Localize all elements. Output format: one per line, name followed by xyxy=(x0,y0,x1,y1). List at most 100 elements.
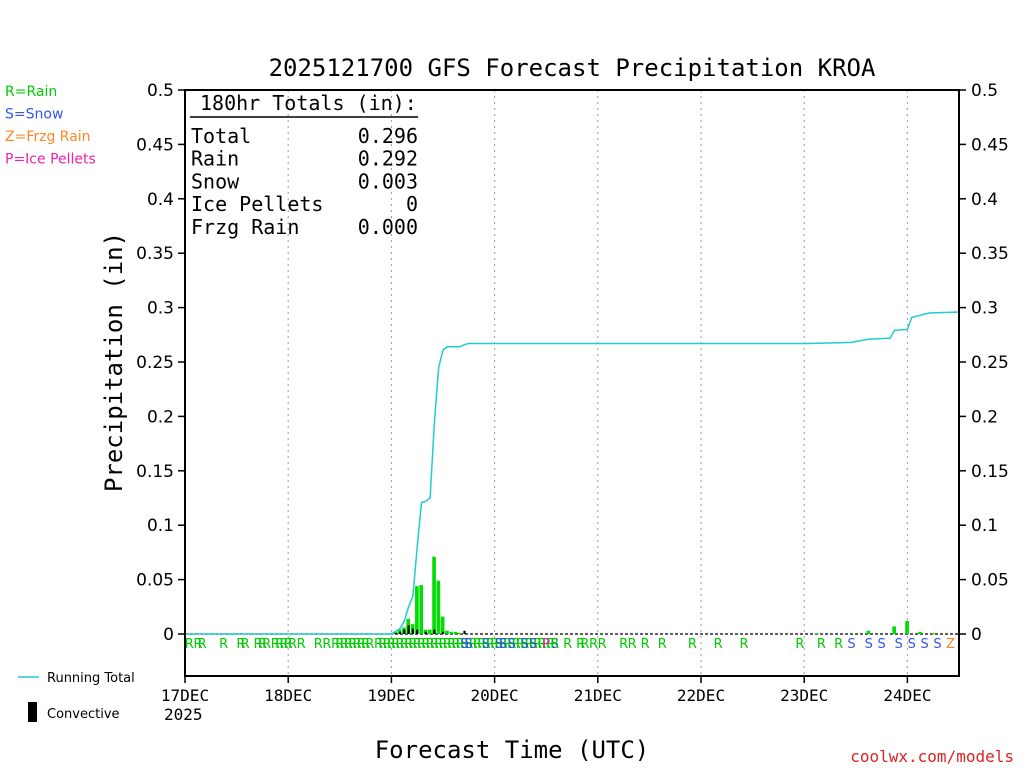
precip-type-letter: R xyxy=(598,637,607,652)
totals-row-value: 0 xyxy=(406,192,418,216)
y-tick-label-left: 0.4 xyxy=(147,190,174,210)
precip-type-letter: R xyxy=(279,637,288,652)
convective-legend-swatch xyxy=(28,702,37,722)
convective-legend-label: Convective xyxy=(47,707,120,722)
x-tick-label: 23DEC xyxy=(780,686,828,705)
precip-bar xyxy=(427,629,432,634)
precip-type-letter: S xyxy=(551,637,559,652)
precip-type-letter: R xyxy=(438,637,447,652)
precip-type-letter: R xyxy=(834,637,843,652)
precip-type-letter: R xyxy=(331,637,340,652)
precip-bar xyxy=(436,580,441,634)
y-tick-label-right: 0.1 xyxy=(971,516,998,536)
precip-type-letter: R xyxy=(198,637,207,652)
precip-type-letter: R xyxy=(413,637,422,652)
running-total-line xyxy=(185,311,960,635)
precip-type-letter: R xyxy=(739,637,748,652)
precip-type-letter: R xyxy=(387,637,396,652)
convective-bar xyxy=(403,629,406,634)
precip-bar xyxy=(918,631,922,634)
totals-row-label: Rain xyxy=(191,147,239,171)
precip-type-letter: R xyxy=(529,637,538,652)
precip-bars xyxy=(389,556,935,635)
precip-bar xyxy=(866,630,871,634)
precip-type-letter: R xyxy=(512,637,521,652)
precip-type-letter: S xyxy=(920,637,928,652)
precip-type-letter: R xyxy=(520,637,529,652)
credit-link[interactable]: coolwx.com/models xyxy=(850,747,1014,766)
totals-box: 180hr Totals (in): Total 0.296 Rain 0.292 Sn… xyxy=(190,91,418,239)
precip-type-letter: R xyxy=(352,637,361,652)
y-tick-label-right: 0.5 xyxy=(971,81,998,101)
y-tick-label-left: 0.05 xyxy=(136,571,174,591)
precip-type-letter: R xyxy=(533,637,542,652)
convective-bar xyxy=(416,629,419,634)
convective-bar xyxy=(411,628,414,634)
totals-row-label: Ice Pellets xyxy=(191,192,323,216)
precip-bar xyxy=(458,632,462,634)
precip-type-letter: R xyxy=(443,637,452,652)
x-axis-label: Forecast Time (UTC) xyxy=(375,736,650,764)
precip-type-letter: S xyxy=(865,637,873,652)
precip-type-letter: R xyxy=(426,637,435,652)
precip-type-letter: R xyxy=(193,637,202,652)
precip-type-letter: R xyxy=(434,637,443,652)
x-tick-label: 20DEC xyxy=(471,686,519,705)
precip-type-letter: R xyxy=(456,637,465,652)
year-label: 2025 xyxy=(164,705,203,724)
plot-frame xyxy=(184,89,960,677)
precip-type-letter: R xyxy=(288,637,297,652)
convective-bar xyxy=(394,632,397,634)
precip-type-letter: R xyxy=(344,637,353,652)
precip-type-letter: R xyxy=(537,637,546,652)
precip-bar xyxy=(905,620,909,634)
convective-bar xyxy=(424,631,427,634)
totals-row-value: 0.292 xyxy=(358,147,418,171)
precip-bar xyxy=(453,631,458,634)
totals-row-label: Frzg Rain xyxy=(191,215,299,239)
precip-type-letter: Z xyxy=(946,637,955,652)
precip-type-letter: S xyxy=(908,637,916,652)
totals-row-value: 0.000 xyxy=(358,215,418,239)
precip-type-letter: R xyxy=(284,637,293,652)
precip-bar xyxy=(415,586,419,634)
precip-type-letter: R xyxy=(499,637,508,652)
precip-type-letter: R xyxy=(383,637,392,652)
precip-type-letter: R xyxy=(408,637,417,652)
running-total-legend-label: Running Total xyxy=(47,671,135,686)
precip-type-letter: S xyxy=(460,637,468,652)
precip-type-letter: R xyxy=(658,637,667,652)
precip-type-letter: S xyxy=(895,637,903,652)
precip-bar xyxy=(440,616,445,634)
y-tick-label-left: 0.5 xyxy=(147,81,174,101)
convective-bar xyxy=(441,631,445,634)
precip-type-letter: R xyxy=(795,637,804,652)
precip-type-letter: R xyxy=(546,637,555,652)
type-legend-z: Z=Frzg Rain xyxy=(5,129,91,145)
precip-type-letter: R xyxy=(628,637,637,652)
precip-type-letter: R xyxy=(688,637,697,652)
precip-type-letter: R xyxy=(374,637,383,652)
precip-type-letter: R xyxy=(516,637,525,652)
y-tick-label-left: 0.15 xyxy=(136,462,174,482)
convective-bar xyxy=(398,631,402,634)
precip-type-letter: R xyxy=(241,637,250,652)
precip-type-letter: R xyxy=(391,637,400,652)
precip-type-letter: R xyxy=(589,637,598,652)
precip-type-legend: R=Rain S=Snow Z=Frzg Rain P=Ice Pellets xyxy=(5,84,96,168)
precip-type-letter: R xyxy=(219,637,228,652)
precip-type-letter: R xyxy=(524,637,533,652)
precip-type-letter: R xyxy=(494,637,503,652)
y-tick-label-right: 0.45 xyxy=(971,135,1009,155)
y-tick-label-right: 0 xyxy=(971,625,982,645)
totals-row-label: Total xyxy=(191,124,251,148)
precip-type-letter: R xyxy=(641,637,650,652)
y-axis-label: Precipitation (in) xyxy=(100,232,128,492)
precip-type-letter: S xyxy=(877,637,885,652)
precip-type-letter: S xyxy=(508,637,516,652)
y-tick-label-left: 0.25 xyxy=(136,353,174,373)
y-tick-label-left: 0.1 xyxy=(147,516,174,536)
y-tick-label-right: 0.35 xyxy=(971,244,1009,264)
precip-type-letter: R xyxy=(550,637,559,652)
